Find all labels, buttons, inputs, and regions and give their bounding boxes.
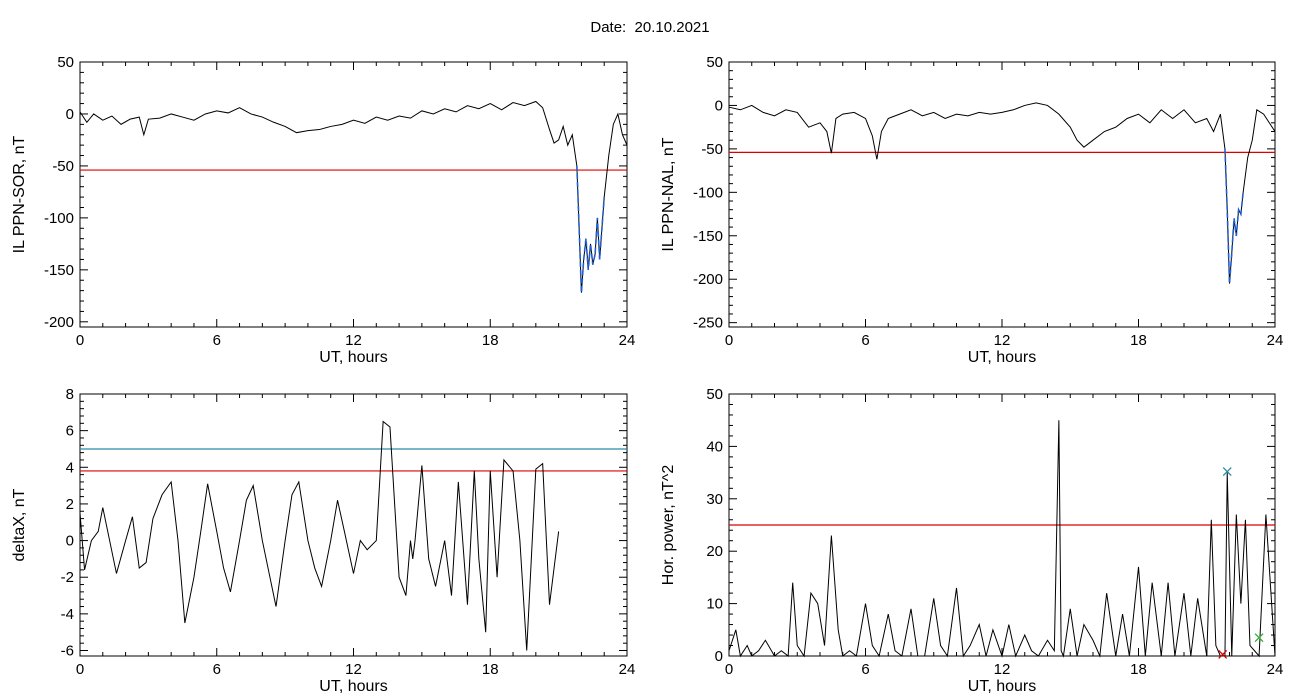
x-tick-label: 12: [994, 661, 1011, 678]
y-axis-title: deltaX, nT: [11, 488, 28, 561]
series-line: [79, 100, 628, 293]
y-axis-title: IL PPN-SOR, nT: [11, 135, 28, 253]
x-tick-label: 0: [76, 332, 84, 349]
panel-sor: 0 6 12 18 24 50 0 -50 -100 -150 -200 UT, hours IL PP…: [11, 54, 635, 366]
x-tick-label: 18: [1130, 332, 1147, 349]
y-axis-title: Hor. power, nT^2: [660, 465, 677, 586]
panel-nal: 0 6 12 18 24 50 0 -50 -100 -150 -200 -250 UT, hours I…: [660, 54, 1283, 366]
x-axis-title: UT, hours: [968, 349, 1036, 366]
x-axis-title: UT, hours: [968, 678, 1036, 695]
panel-deltax: 0 6 12 18 24 8 6 4 2 0 -2 -4 -6 UT, hours deltaX, nT: [11, 386, 635, 695]
y-tick-label: 50: [57, 54, 74, 71]
series-line: [79, 420, 560, 651]
x-tick-label: 6: [861, 332, 869, 349]
x-tick-label: 0: [76, 661, 84, 678]
y-tick-label: 6: [66, 423, 74, 440]
y-tick-label: 4: [66, 459, 74, 476]
series-line: [728, 102, 1276, 284]
y-tick-label: 50: [706, 54, 723, 71]
x-marker: [1218, 649, 1228, 659]
storm-highlight-line: [576, 165, 606, 293]
y-tick-label: 8: [66, 386, 74, 403]
series-line: [728, 420, 1276, 658]
x-tick-label: 12: [994, 332, 1011, 349]
plot-frame: [728, 61, 1276, 328]
x-tick-label: 6: [213, 332, 221, 349]
y-tick-label: -200: [693, 271, 723, 288]
y-tick-label: -2: [61, 569, 74, 586]
y-tick-label: 50: [706, 386, 723, 403]
x-tick-label: 24: [1267, 332, 1284, 349]
x-tick-label: 6: [861, 661, 869, 678]
x-tick-label: 0: [725, 332, 733, 349]
y-tick-label: 0: [715, 648, 723, 665]
x-tick-label: 18: [482, 332, 499, 349]
page-title: Date: 20.10.2021: [590, 19, 710, 36]
y-tick-label: -150: [44, 262, 74, 279]
y-tick-label: -200: [44, 314, 74, 331]
x-axis-title: UT, hours: [319, 349, 387, 366]
y-tick-label: -100: [693, 184, 723, 201]
x-tick-label: 24: [619, 332, 636, 349]
x-tick-label: 12: [345, 332, 362, 349]
panel-hor-power: 0 6 12 18 24 50 40 30 20 10 0 UT, hours Hor. power, …: [660, 386, 1283, 695]
x-tick-label: 24: [1267, 661, 1284, 678]
x-tick-label: 18: [482, 661, 499, 678]
y-tick-label: 0: [66, 533, 74, 550]
x-tick-label: 18: [1130, 661, 1147, 678]
y-tick-label: -50: [52, 158, 74, 175]
y-tick-label: 30: [706, 491, 723, 508]
y-tick-label: 20: [706, 543, 723, 560]
y-tick-label: -6: [61, 643, 74, 660]
y-tick-label: -150: [693, 228, 723, 245]
y-tick-label: -250: [693, 315, 723, 332]
x-tick-label: 12: [345, 661, 362, 678]
x-tick-label: 0: [725, 661, 733, 678]
y-tick-label: -50: [701, 141, 723, 158]
storm-highlight-line: [1224, 148, 1244, 284]
y-tick-label: -100: [44, 210, 74, 227]
x-tick-label: 24: [619, 661, 636, 678]
plot-frame: [79, 61, 628, 328]
y-tick-label: 0: [66, 106, 74, 123]
x-marker: [1254, 633, 1264, 643]
plot-frame: [79, 393, 628, 657]
x-axis-title: UT, hours: [319, 678, 387, 695]
y-tick-label: 0: [715, 97, 723, 114]
y-tick-label: 2: [66, 496, 74, 513]
y-tick-label: 40: [706, 438, 723, 455]
y-tick-label: 10: [706, 596, 723, 613]
y-tick-label: -4: [61, 606, 74, 623]
y-axis-title: IL PPN-NAL, nT: [660, 137, 677, 251]
x-tick-label: 6: [213, 661, 221, 678]
x-marker: [1222, 467, 1232, 477]
